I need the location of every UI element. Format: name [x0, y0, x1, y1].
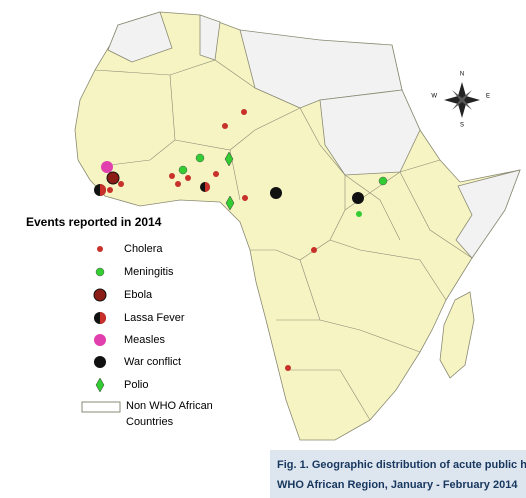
legend-label: Meningitis [124, 266, 174, 278]
compass-e: E [486, 94, 490, 100]
compass: N E S W [431, 72, 490, 129]
legend-label: War conflict [124, 356, 181, 368]
caption-line: Fig. 1. Geographic distribution of acute… [277, 459, 526, 471]
legend-label: Cholera [124, 243, 163, 255]
legend-title: Events reported in 2014 [26, 215, 162, 229]
africa [74, 11, 521, 441]
caption-line: WHO African Region, January - February 2… [277, 479, 518, 491]
legend-label: Non WHO African [126, 400, 213, 412]
legend-label: Lassa Fever [124, 312, 185, 324]
legend-label: Countries [126, 416, 174, 428]
compass-n: N [460, 72, 464, 78]
caption: Fig. 1. Geographic distribution of acute… [270, 450, 526, 498]
legend-label: Measles [124, 334, 165, 346]
compass-w: W [431, 94, 437, 100]
legend: Events reported in 2014 Cholera Meningiti… [26, 215, 213, 428]
event-markers [94, 109, 388, 371]
compass-s: S [460, 123, 464, 129]
legend-label: Ebola [124, 289, 153, 301]
legend-label: Polio [124, 379, 148, 391]
